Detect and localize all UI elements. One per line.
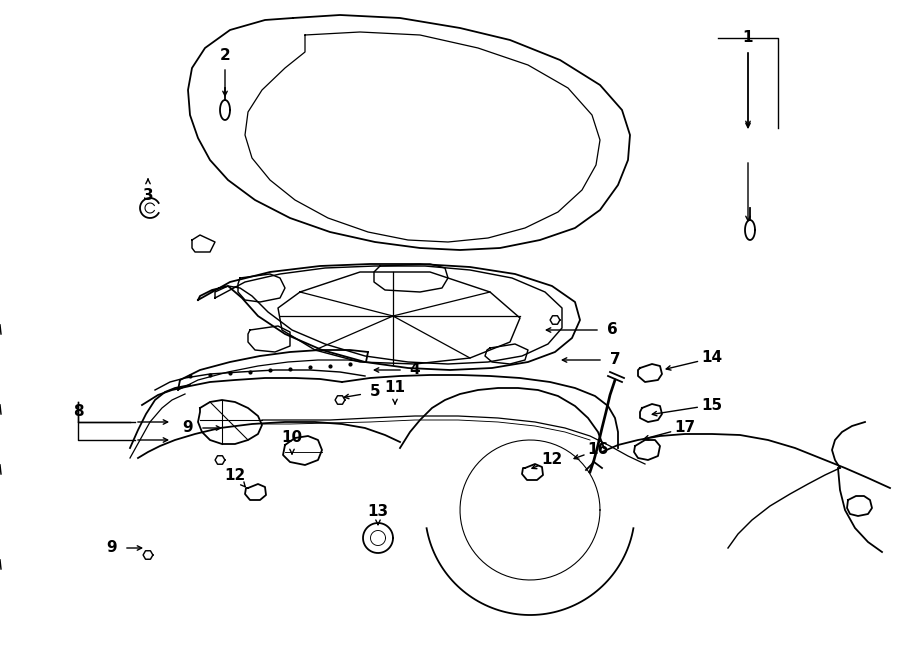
Text: 9: 9 <box>107 541 117 555</box>
Text: 2: 2 <box>220 48 230 63</box>
Text: 16: 16 <box>588 442 608 457</box>
Text: 5: 5 <box>370 385 381 399</box>
Text: 6: 6 <box>607 323 617 338</box>
Text: 4: 4 <box>410 362 420 377</box>
Text: 12: 12 <box>224 467 246 483</box>
Text: 17: 17 <box>674 420 696 436</box>
Text: 7: 7 <box>609 352 620 368</box>
Text: 13: 13 <box>367 504 389 520</box>
Text: 11: 11 <box>384 381 406 395</box>
Text: 9: 9 <box>183 420 194 436</box>
Text: 12: 12 <box>542 453 562 467</box>
Text: 8: 8 <box>73 405 84 420</box>
Text: 14: 14 <box>701 350 723 366</box>
Text: 1: 1 <box>742 30 753 46</box>
Text: 3: 3 <box>143 188 153 202</box>
Text: 10: 10 <box>282 430 302 446</box>
Text: 15: 15 <box>701 397 723 412</box>
